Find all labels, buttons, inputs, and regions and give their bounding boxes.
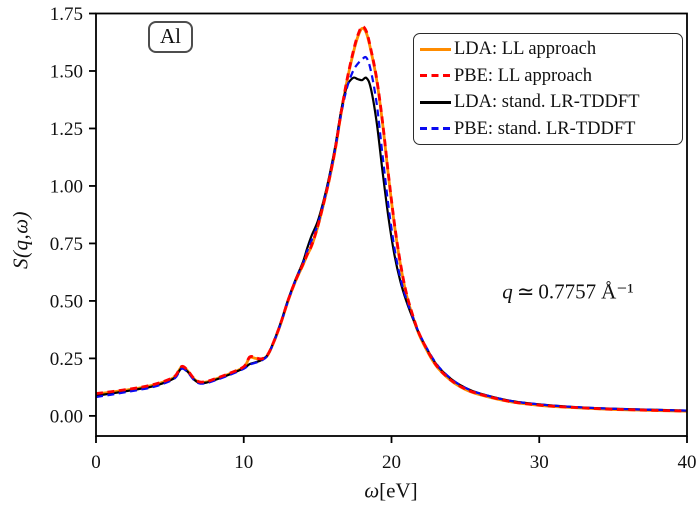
- legend-item-pbe-ll: PBE: LL approach: [420, 63, 677, 89]
- x-tick-label: 0: [91, 452, 101, 473]
- curve-pbe-lrtddft: [96, 55, 687, 412]
- x-tick-label: 20: [382, 452, 401, 473]
- y-tick-label: 0.50: [50, 291, 83, 312]
- axis-tick-labels: 0 10 20 30 40 0.00 0.25 0.50 0.75 1.00 1.25 1.50 1.7…: [50, 4, 697, 473]
- q-value: 0.7757: [538, 279, 597, 304]
- legend-label-pbe-ll: PBE: LL approach: [454, 65, 593, 86]
- q-symbol: q: [502, 279, 513, 304]
- legend-line-sample-pbe-ll: [420, 74, 451, 78]
- y-axis-label: S(q,ω): [8, 210, 33, 270]
- y-tick-label: 1.00: [50, 176, 83, 197]
- axis-ticks: [89, 12, 688, 443]
- y-tick-label: 0.00: [50, 406, 83, 427]
- q-unit: Å⁻¹: [601, 279, 634, 304]
- y-tick-label: 0.25: [50, 349, 83, 370]
- x-tick-label: 30: [530, 452, 549, 473]
- y-tick-label: 1.50: [50, 61, 83, 82]
- curves: [96, 25, 687, 413]
- x-tick-label: 40: [678, 452, 697, 473]
- title-box-label: Al: [160, 24, 181, 48]
- x-axis-label: ω[eV]: [364, 479, 417, 504]
- legend-line-sample-pbe-lrtddft: [420, 127, 451, 131]
- y-tick-label: 1.75: [50, 4, 83, 25]
- x-axis-label-unit: [eV]: [379, 478, 418, 503]
- x-axis-label-symbol: ω: [364, 478, 380, 503]
- legend-item-lda-ll: LDA: LL approach: [420, 36, 677, 62]
- legend: LDA: LL approach PBE: LL approach LDA: sta…: [413, 33, 683, 145]
- legend-label-lda-ll: LDA: LL approach: [454, 39, 597, 59]
- x-tick-label: 10: [234, 452, 253, 473]
- legend-line-sample-lda-ll: [420, 47, 451, 51]
- legend-label-lda-lrtddft: LDA: stand. LR-TDDFT: [454, 92, 640, 112]
- y-tick-label: 0.75: [50, 234, 83, 255]
- legend-item-lda-lrtddft: LDA: stand. LR-TDDFT: [420, 89, 677, 115]
- legend-label-pbe-lrtddft: PBE: stand. LR-TDDFT: [454, 118, 636, 139]
- y-tick-label: 1.25: [50, 119, 83, 140]
- legend-line-sample-lda-lrtddft: [420, 100, 451, 104]
- legend-item-pbe-lrtddft: PBE: stand. LR-TDDFT: [420, 116, 677, 142]
- title-box: Al: [148, 21, 193, 53]
- q-annotation: q ≃ 0.7757 Å⁻¹: [502, 280, 633, 305]
- plot-border: [95, 12, 688, 437]
- curve-pbe-ll: [96, 25, 687, 413]
- q-relation: ≃: [516, 279, 535, 304]
